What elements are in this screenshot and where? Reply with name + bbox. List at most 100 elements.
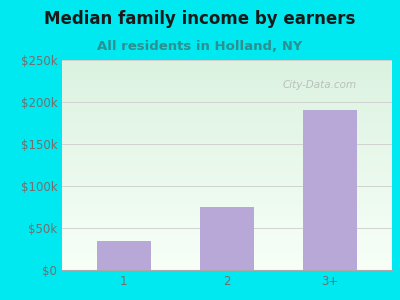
Bar [200, 207, 254, 270]
Bar [62, 0, 392, 74]
Bar [62, 0, 392, 144]
Bar [62, 0, 392, 153]
Bar [62, 20, 392, 230]
Bar [62, 0, 392, 158]
Bar [62, 0, 392, 97]
Bar [62, 0, 392, 139]
Bar [62, 0, 392, 154]
Bar [62, 0, 392, 182]
Bar [62, 4, 392, 214]
Bar [62, 0, 392, 200]
Bar [62, 55, 392, 265]
Bar [62, 0, 392, 146]
Bar [62, 27, 392, 237]
Bar [62, 0, 392, 107]
Bar [62, 0, 392, 86]
Bar [62, 0, 392, 111]
Bar [62, 0, 392, 93]
Bar [62, 0, 392, 90]
Bar [62, 60, 392, 270]
Bar [62, 0, 392, 135]
Bar [62, 0, 392, 88]
Bar [62, 0, 392, 163]
Bar [62, 0, 392, 202]
Bar [62, 0, 392, 167]
Text: All residents in Holland, NY: All residents in Holland, NY [97, 40, 303, 53]
Bar [62, 0, 392, 142]
Bar [62, 0, 392, 104]
Bar [62, 0, 392, 196]
Bar [62, 56, 392, 266]
Text: City-Data.com: City-Data.com [282, 80, 356, 90]
Bar [62, 13, 392, 223]
Bar [62, 0, 392, 76]
Bar [97, 241, 151, 270]
Bar [62, 0, 392, 127]
Bar [62, 2, 392, 212]
Bar [62, 46, 392, 256]
Bar [62, 8, 392, 218]
Bar [62, 0, 392, 193]
Bar [62, 0, 392, 148]
Bar [62, 51, 392, 261]
Bar [62, 0, 392, 83]
Bar [62, 0, 392, 186]
Bar [62, 0, 392, 109]
Bar [62, 0, 392, 64]
Bar [62, 0, 392, 177]
Bar [62, 11, 392, 221]
Bar [62, 0, 392, 209]
Bar [62, 0, 392, 191]
Bar [62, 58, 392, 268]
Text: Median family income by earners: Median family income by earners [44, 11, 356, 28]
Bar [62, 0, 392, 65]
Bar [62, 0, 392, 174]
Bar [62, 0, 392, 181]
Bar [62, 23, 392, 233]
Bar [62, 43, 392, 253]
Bar [62, 0, 392, 92]
Bar [62, 39, 392, 249]
Bar [62, 0, 392, 198]
Bar [62, 0, 392, 184]
Bar [62, 0, 392, 118]
Bar [62, 0, 392, 125]
Bar [62, 22, 392, 232]
Bar [62, 41, 392, 251]
Bar [62, 0, 392, 179]
Bar [62, 0, 392, 151]
Bar [62, 0, 392, 156]
Bar [62, 28, 392, 239]
Bar [62, 0, 392, 203]
Bar [62, 0, 392, 116]
Bar [62, 0, 392, 112]
Bar [62, 14, 392, 224]
Bar [62, 0, 392, 119]
Bar [62, 0, 392, 102]
Bar [62, 16, 392, 226]
Bar [62, 0, 392, 134]
Bar [62, 1, 392, 211]
Bar [62, 0, 392, 161]
Bar [62, 0, 392, 176]
Bar [62, 0, 392, 121]
Bar [62, 50, 392, 260]
Bar [62, 0, 392, 98]
Bar [62, 0, 392, 137]
Bar [62, 53, 392, 263]
Bar [62, 34, 392, 244]
Bar [62, 0, 392, 70]
Bar [62, 0, 392, 160]
Bar [62, 0, 392, 172]
Bar [62, 35, 392, 245]
Bar [62, 0, 392, 95]
Bar [62, 0, 392, 132]
Bar [62, 0, 392, 128]
Bar [62, 44, 392, 254]
Bar [62, 0, 392, 188]
Bar [62, 0, 392, 190]
Bar [62, 0, 392, 130]
Bar [62, 0, 392, 169]
Bar [62, 48, 392, 258]
Bar [62, 0, 392, 195]
